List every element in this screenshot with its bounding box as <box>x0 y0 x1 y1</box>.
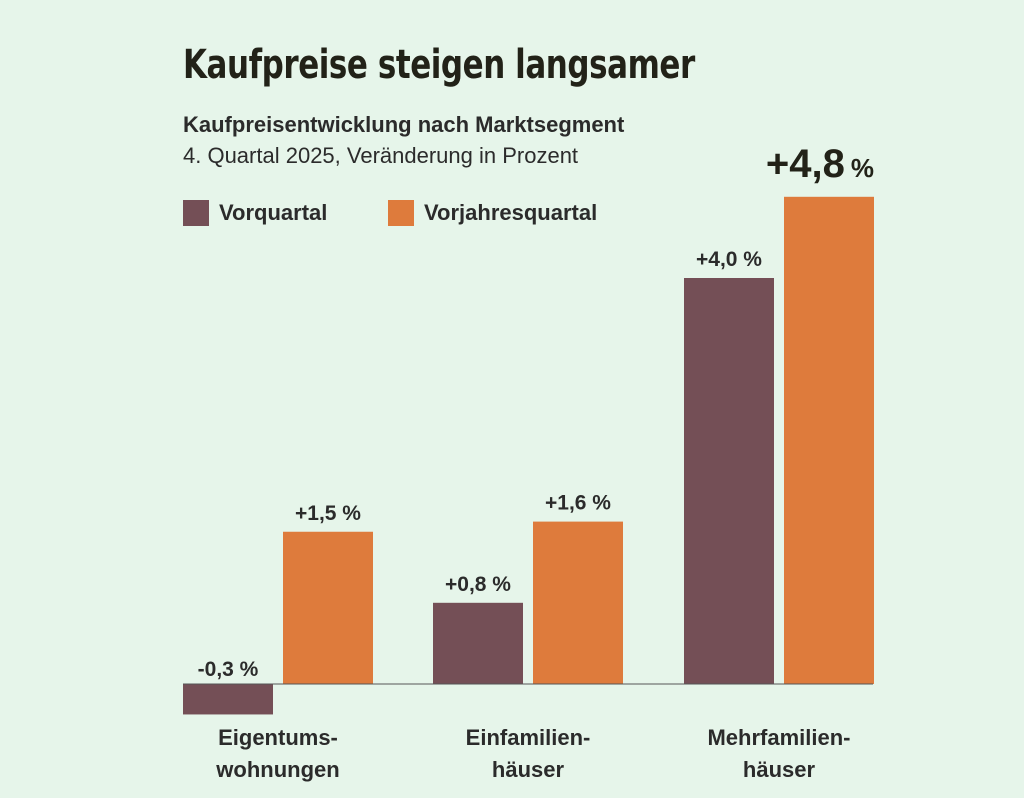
data-label-highlight: +4,8% <box>766 142 874 186</box>
x-tick-label-2-1: häuser <box>743 757 816 782</box>
chart-title: Kaufpreise steigen langsamer <box>183 42 695 88</box>
x-tick-label-2-0: Mehrfamilien- <box>707 725 850 750</box>
legend-swatch-vorquartal <box>183 200 209 226</box>
legend-label-vorjahresquartal: Vorjahresquartal <box>424 200 598 225</box>
chart-subtitle: Kaufpreisentwicklung nach Marktsegment <box>183 112 625 137</box>
data-label-vorjahresquartal-0: +1,5 % <box>295 502 361 525</box>
x-tick-label-0-0: Eigentums- <box>218 725 338 750</box>
bar-vorjahresquartal-0 <box>283 531 373 684</box>
chart-subtitle-period: 4. Quartal 2025, Veränderung in Prozent <box>183 143 579 168</box>
x-tick-label-1-1: häuser <box>492 757 565 782</box>
bar-vorquartal-2 <box>684 278 774 684</box>
data-label-vorquartal-1: +0,8 % <box>445 573 511 596</box>
bar-vorjahresquartal-2 <box>784 196 874 685</box>
data-label-highlight-value: +4,8 <box>766 142 845 186</box>
data-label-highlight-unit: % <box>851 153 874 183</box>
bar-vorjahresquartal-1 <box>533 521 623 684</box>
data-label-vorjahresquartal-1: +1,6 % <box>545 492 611 515</box>
legend-swatch-vorjahresquartal <box>388 200 414 226</box>
legend-label-vorquartal: Vorquartal <box>219 200 328 225</box>
data-label-vorquartal-0: -0,3 % <box>198 658 259 681</box>
bar-vorquartal-0 <box>183 684 273 715</box>
legend-item-vorjahresquartal: Vorjahresquartal <box>388 200 597 226</box>
bar-vorquartal-1 <box>433 602 523 684</box>
x-tick-label-1-0: Einfamilien- <box>466 725 591 750</box>
x-tick-label-0-1: wohnungen <box>215 757 339 782</box>
data-label-vorquartal-2: +4,0 % <box>696 248 762 271</box>
legend-item-vorquartal: Vorquartal <box>183 200 327 226</box>
